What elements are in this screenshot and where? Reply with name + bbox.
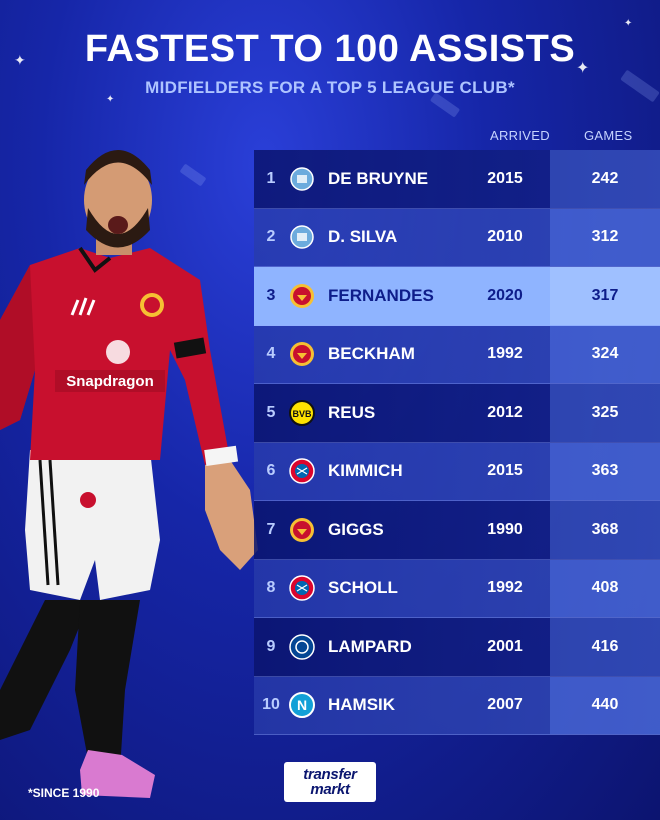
man-city-crest-icon (288, 223, 316, 251)
arrived-year: 2015 (487, 462, 523, 480)
table-row: 9 LAMPARD 2001 416 (254, 618, 660, 677)
column-header-games: GAMES (584, 128, 633, 143)
man-city-crest-icon (288, 165, 316, 193)
table-row: 4 BECKHAM 1992 324 (254, 325, 660, 384)
man-united-crest-icon (288, 516, 316, 544)
shirt-sponsor: Snapdragon (66, 373, 154, 390)
rank-number: 7 (266, 520, 276, 538)
games-count: 416 (550, 618, 660, 676)
bayern-crest-icon (288, 457, 316, 485)
svg-text:N: N (297, 697, 307, 713)
sparkle-icon: ✦ (14, 52, 26, 68)
games-count: 242 (550, 150, 660, 208)
footnote: *SINCE 1990 (28, 786, 100, 800)
rank-number: 3 (266, 286, 276, 304)
arrived-year: 2001 (487, 637, 523, 655)
table-row: 7 GIGGS 1990 368 (254, 501, 660, 560)
table-row: 1 DE BRUYNE 2015 242 (254, 150, 660, 209)
bayern-crest-icon (288, 574, 316, 602)
table-row: 3 FERNANDES 2020 317 (254, 267, 660, 326)
ranking-table: 1 DE BRUYNE 2015 242 2 D. SILVA 2010 312… (254, 150, 660, 735)
player-name: REUS (328, 402, 376, 422)
page-subtitle: MIDFIELDERS FOR A TOP 5 LEAGUE CLUB* (145, 78, 515, 97)
rank-number: 5 (266, 403, 276, 421)
player-photo: Snapdragon (0, 150, 258, 798)
arrived-year: 1992 (487, 345, 523, 363)
player-name: SCHOLL (328, 578, 398, 598)
player-name: HAMSIK (328, 695, 396, 715)
player-name: LAMPARD (328, 636, 412, 656)
games-count: 317 (550, 267, 660, 325)
man-united-crest-icon (288, 340, 316, 368)
rank-number: 8 (266, 579, 276, 597)
games-count: 312 (550, 208, 660, 266)
sparkle-icon: ✦ (624, 18, 633, 29)
arrived-year: 2010 (487, 228, 523, 246)
table-row: 5 BVB REUS 2012 325 (254, 384, 660, 443)
table-row: 2 D. SILVA 2010 312 (254, 208, 660, 267)
chelsea-crest-icon (288, 633, 316, 661)
napoli-crest-icon: N (288, 691, 316, 719)
arrived-year: 2015 (487, 169, 523, 187)
column-header-arrived: ARRIVED (490, 128, 550, 143)
dortmund-crest-icon: BVB (288, 399, 316, 427)
games-count: 324 (550, 325, 660, 383)
sparkle-icon: ✦ (576, 60, 590, 77)
sparkle-icon: ✦ (106, 94, 115, 105)
rank-number: 2 (266, 228, 276, 246)
arrived-year: 2007 (487, 696, 523, 714)
rank-number: 9 (266, 637, 276, 655)
games-count: 363 (550, 442, 660, 500)
table-row: 8 SCHOLL 1992 408 (254, 559, 660, 618)
man-united-crest-icon (288, 282, 316, 310)
rank-number: 10 (262, 696, 280, 714)
player-name: KIMMICH (328, 461, 403, 481)
player-name: FERNANDES (328, 285, 434, 305)
page-title: FASTEST TO 100 ASSISTS (84, 28, 576, 70)
games-count: 368 (550, 501, 660, 559)
player-name: D. SILVA (328, 227, 398, 247)
rank-number: 1 (266, 169, 276, 187)
rank-number: 4 (266, 345, 276, 363)
table-row: 6 KIMMICH 2015 363 (254, 442, 660, 501)
player-name: DE BRUYNE (328, 168, 429, 188)
arrived-year: 1992 (487, 579, 523, 597)
arrived-year: 1990 (487, 520, 523, 538)
games-count: 408 (550, 559, 660, 617)
player-name: GIGGS (328, 519, 384, 539)
transfermarkt-logo: transfer markt (284, 762, 376, 802)
rank-number: 6 (266, 462, 276, 480)
arrived-year: 2012 (487, 403, 523, 421)
games-count: 325 (550, 384, 660, 442)
games-count: 440 (550, 676, 660, 734)
table-row: 10 N HAMSIK 2007 440 (254, 676, 660, 735)
arrived-year: 2020 (487, 286, 523, 304)
player-name: BECKHAM (328, 344, 415, 364)
svg-text:BVB: BVB (292, 409, 312, 419)
